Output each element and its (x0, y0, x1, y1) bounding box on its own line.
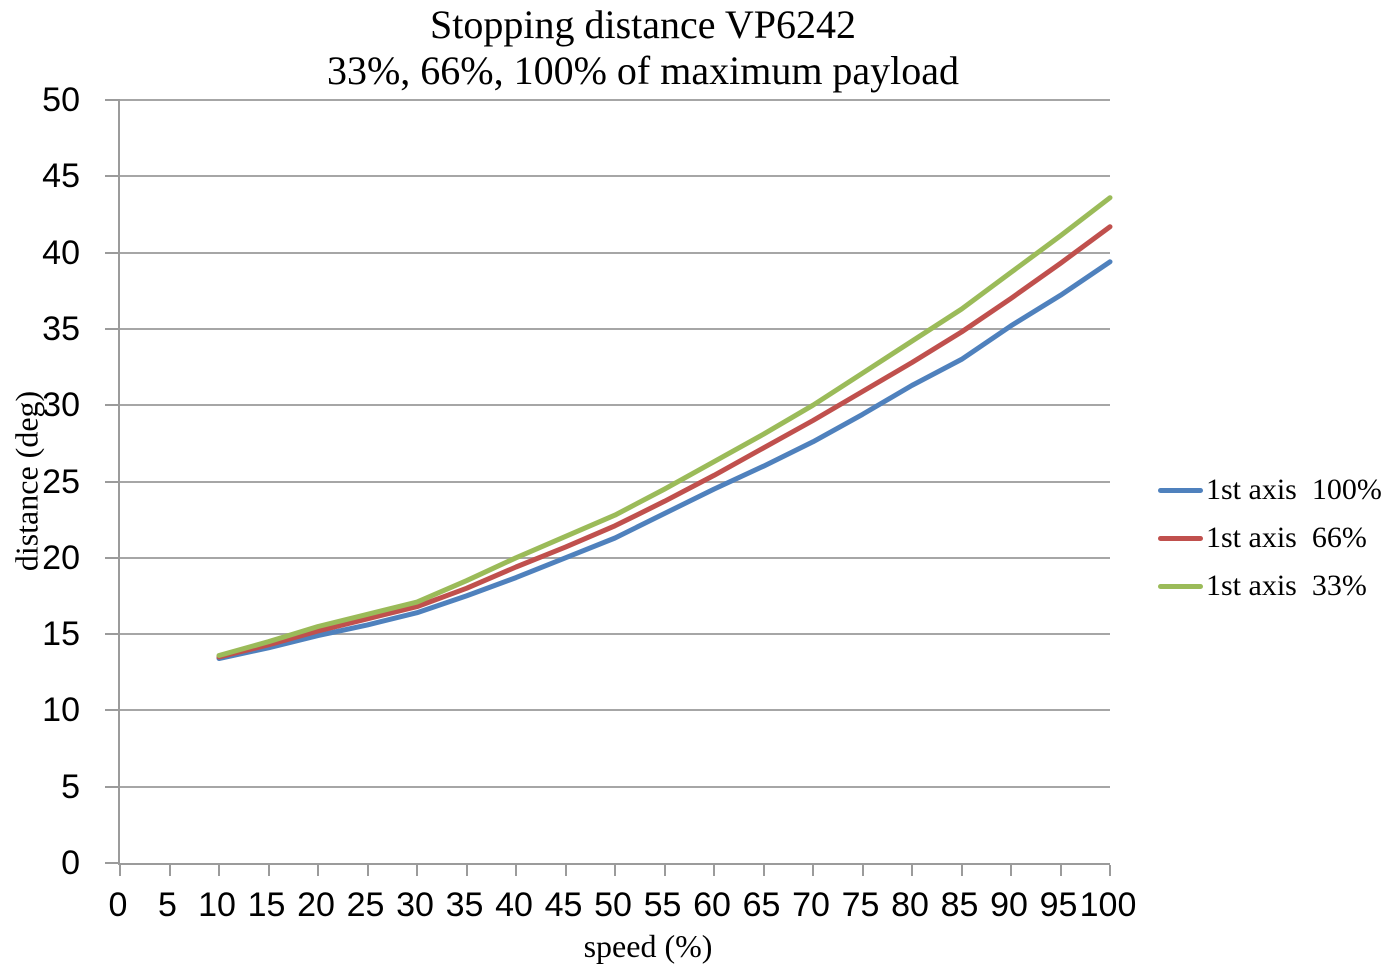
x-tick-label-90: 90 (990, 886, 1028, 924)
x-tick-mark-20 (317, 865, 319, 876)
y-tick-label-10: 10 (42, 691, 80, 730)
x-tick-label-95: 95 (1039, 886, 1078, 924)
plot-area (105, 99, 1113, 876)
y-tick-label-20: 20 (42, 538, 80, 577)
x-tick-mark-95 (1059, 865, 1062, 876)
y-tick-mark-40 (105, 251, 120, 254)
series-lines (216, 195, 1113, 661)
gridline-y-45 (120, 175, 1110, 178)
gridline-y-5 (120, 785, 1110, 788)
gridline-y-35 (120, 327, 1110, 330)
x-tick-mark-90 (1010, 865, 1012, 876)
x-tick-label-10: 10 (198, 886, 236, 924)
legend-item-0: 1st axis 100% (1158, 466, 1382, 514)
chart-title: Stopping distance VP6242 (430, 2, 856, 47)
x-tick-label-50: 50 (594, 886, 632, 924)
y-tick-label-0: 0 (61, 844, 80, 882)
x-tick-label-15: 15 (247, 886, 286, 924)
x-tick-mark-40 (515, 865, 517, 876)
legend-swatch-2 (1158, 583, 1203, 589)
x-tick-label-55: 55 (643, 886, 682, 924)
series-line-0 (216, 259, 1113, 661)
x-tick-mark-75 (861, 865, 864, 876)
x-tick-label-60: 60 (693, 886, 731, 924)
y-tick-label-45: 45 (42, 157, 80, 196)
y-tick-label-25: 25 (42, 462, 80, 501)
y-tick-mark-5 (105, 785, 120, 788)
x-tick-mark-80 (911, 865, 913, 876)
x-tick-mark-65 (762, 865, 765, 876)
x-tick-label-75: 75 (841, 886, 880, 924)
series-line-1 (216, 224, 1113, 660)
gridline-y-20 (120, 556, 1110, 559)
x-tick-label-80: 80 (891, 886, 929, 924)
gridline-y-50 (120, 99, 1110, 101)
legend-label-1: 1st axis 66% (1206, 521, 1367, 554)
x-tick-label-45: 45 (544, 886, 583, 924)
y-tick-mark-15 (105, 633, 120, 636)
y-tick-label-35: 35 (42, 309, 80, 348)
x-tick-label-65: 65 (742, 886, 781, 924)
y-tick-mark-0 (105, 862, 120, 864)
chart-subtitle: 33%, 66%, 100% of maximum payload (326, 48, 960, 93)
x-tick-mark-85 (960, 865, 963, 876)
chart-title-block: Stopping distance VP6242 33%, 66%, 100% … (118, 2, 1168, 94)
x-tick-mark-10 (218, 865, 220, 876)
x-tick-mark-35 (465, 865, 468, 876)
y-tick-label-40: 40 (42, 233, 80, 272)
y-tick-mark-30 (105, 404, 120, 407)
y-axis-title: distance (deg) (8, 390, 45, 572)
y-tick-label-30: 30 (42, 386, 80, 425)
legend-item-1: 1st axis 66% (1158, 514, 1382, 562)
x-tick-mark-50 (614, 865, 616, 876)
x-tick-label-5: 5 (158, 886, 177, 924)
gridline-y-10 (120, 709, 1110, 712)
x-tick-mark-15 (267, 865, 270, 876)
x-tick-mark-60 (713, 865, 715, 876)
legend: 1st axis 100% 1st axis 66% 1st axis 33% (1158, 466, 1382, 610)
x-tick-label-100: 100 (1079, 886, 1137, 924)
legend-label-2: 1st axis 33% (1206, 569, 1367, 602)
x-tick-mark-45 (564, 865, 567, 876)
x-tick-label-30: 30 (396, 886, 434, 924)
y-tick-label-5: 5 (61, 767, 80, 806)
gridline-y-40 (120, 251, 1110, 254)
y-tick-mark-10 (105, 709, 120, 712)
x-tick-mark-5 (168, 865, 171, 876)
y-tick-mark-20 (105, 556, 120, 559)
legend-label-0: 1st axis 100% (1206, 473, 1382, 506)
x-tick-mark-55 (663, 865, 666, 876)
y-tick-label-15: 15 (42, 615, 80, 654)
gridline-y-15 (120, 633, 1110, 636)
x-tick-mark-30 (416, 865, 418, 876)
x-tick-mark-25 (366, 865, 369, 876)
x-tick-label-25: 25 (346, 886, 385, 924)
y-tick-mark-45 (105, 175, 120, 178)
legend-swatch-1 (1158, 535, 1203, 541)
x-tick-mark-100 (1109, 865, 1111, 876)
x-tick-label-70: 70 (792, 886, 830, 924)
x-tick-label-40: 40 (495, 886, 533, 924)
series-line-2 (216, 195, 1113, 658)
x-tick-label-35: 35 (445, 886, 484, 924)
gridline-y-30 (120, 404, 1110, 407)
x-tick-label-0: 0 (108, 886, 128, 924)
x-axis-title: speed (%) (583, 928, 713, 964)
y-tick-mark-35 (105, 327, 120, 330)
legend-swatch-0 (1158, 487, 1203, 493)
x-tick-label-85: 85 (940, 886, 979, 924)
x-tick-mark-0 (119, 865, 121, 876)
y-tick-label-50: 50 (42, 81, 80, 119)
gridline-y-25 (120, 480, 1110, 483)
x-tick-label-20: 20 (297, 886, 335, 924)
legend-item-2: 1st axis 33% (1158, 562, 1382, 610)
y-tick-mark-50 (105, 99, 120, 101)
x-tick-mark-70 (812, 865, 814, 876)
y-tick-mark-25 (105, 480, 120, 483)
